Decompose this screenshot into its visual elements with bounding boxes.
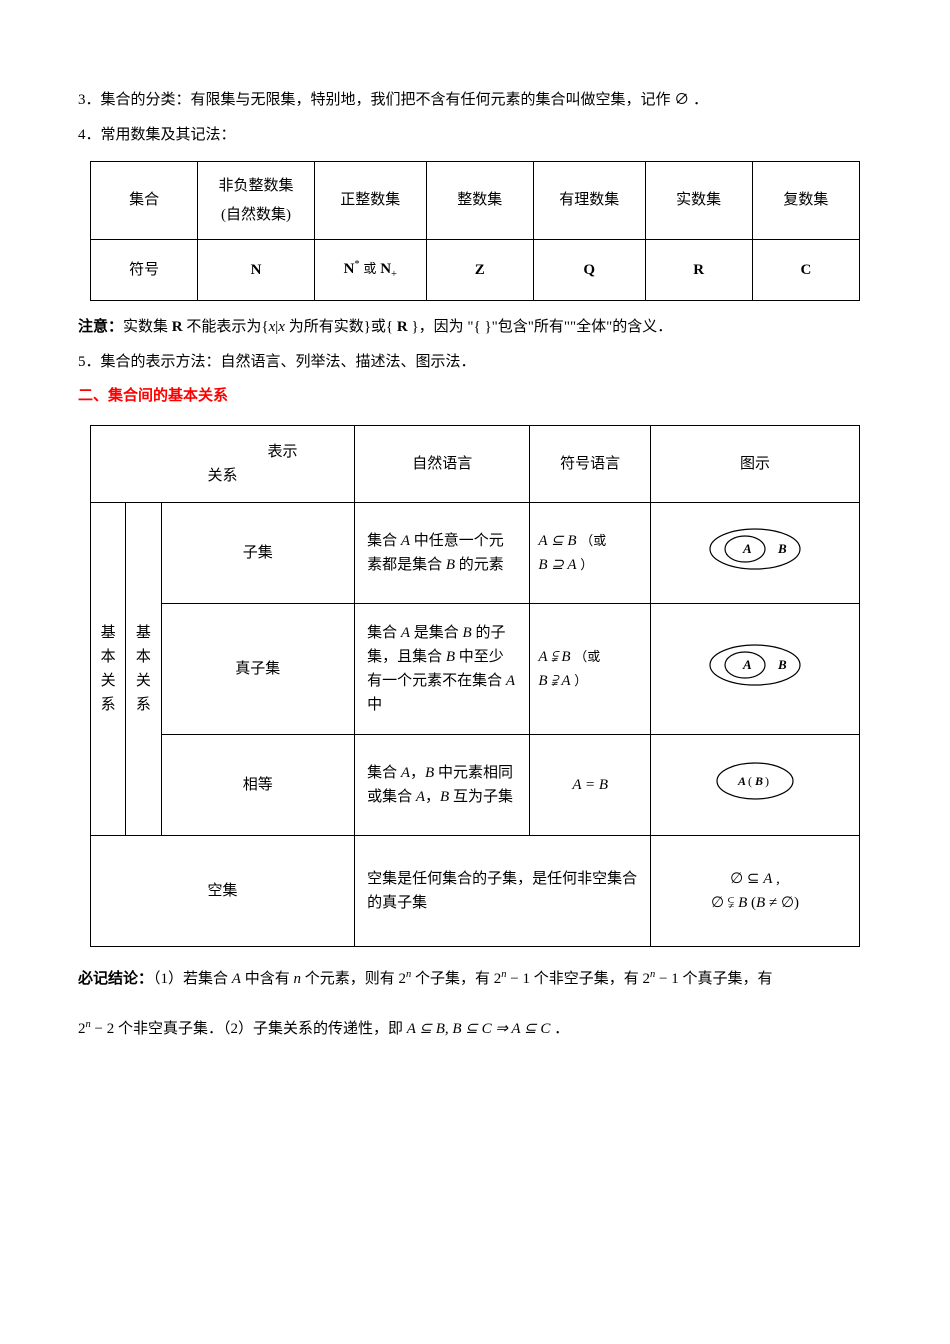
svg-text:B: B: [754, 774, 763, 788]
t2-vert-basic1: 基本关系: [91, 502, 126, 835]
t2-subset-diag: A B: [650, 502, 859, 603]
number-sets-table: 集合 非负整数集(自然数集) 正整数集 整数集 有理数集 实数集 复数集 符号 …: [90, 161, 860, 301]
conclusion-2: 2n − 2 个非空真子集．（2）子集关系的传递性，即 A ⊆ B, B ⊆ C…: [78, 1015, 872, 1044]
t1-sym-c: C: [752, 240, 859, 301]
t1-h-complex: 复数集: [752, 162, 859, 240]
t2-eq-sym: A = B: [530, 734, 651, 835]
t1-sym-r: R: [645, 240, 752, 301]
t2-h-diag: 图示: [650, 425, 859, 502]
t1-sym-n: N: [198, 240, 315, 301]
relations-table: 表示 关系 自然语言 符号语言 图示 基本关系 基本关系 子集 集合 A 中任意…: [90, 425, 860, 947]
svg-text:A: A: [742, 657, 752, 672]
t2-subset-lang: 集合 A 中任意一个元素都是集合 B 的元素: [355, 502, 530, 603]
t1-sym-z: Z: [426, 240, 533, 301]
t2-h-sym: 符号语言: [530, 425, 651, 502]
svg-text:): ): [765, 774, 769, 788]
t1-h-set: 集合: [91, 162, 198, 240]
venn-subset-icon: A B: [700, 524, 810, 574]
t2-proper-diag: A B: [650, 603, 859, 734]
svg-text:B: B: [777, 541, 787, 556]
t2-proper-name: 真子集: [161, 603, 355, 734]
t1-h-rat: 有理数集: [533, 162, 645, 240]
t2-eq-name: 相等: [161, 734, 355, 835]
t1-sym-label: 符号: [91, 240, 198, 301]
t2-empty-name: 空集: [91, 835, 355, 946]
note-paragraph: 注意：实数集 R 不能表示为{x|x 为所有实数}或{ R }，因为 "{ }"…: [78, 313, 872, 342]
t2-proper-sym: A ⫋ B （或 B ⫌ A ）: [530, 603, 651, 734]
svg-text:A: A: [742, 541, 752, 556]
t1-h-int: 整数集: [426, 162, 533, 240]
paragraph-5: 5．集合的表示方法：自然语言、列举法、描述法、图示法．: [78, 348, 872, 377]
t2-proper-lang: 集合 A 是集合 B 的子集，且集合 B 中至少有一个元素不在集合 A 中: [355, 603, 530, 734]
t1-sym-q: Q: [533, 240, 645, 301]
t2-empty-sym: ∅ ⊆ A , ∅ ⫋ B (B ≠ ∅): [650, 835, 859, 946]
paragraph-4: 4．常用数集及其记法：: [78, 121, 872, 150]
note-label: 注意：: [78, 318, 123, 335]
t1-h-nat: 非负整数集(自然数集): [198, 162, 315, 240]
t2-vert-basic2: 基本关系: [126, 502, 161, 835]
paragraph-3: 3．集合的分类：有限集与无限集，特别地，我们把不含有任何元素的集合叫做空集，记作…: [78, 86, 872, 115]
t1-sym-nstar: N* 或 N+: [314, 240, 426, 301]
t2-subset-sym: A ⊆ B （或 B ⊇ A ）: [530, 502, 651, 603]
conclusion-1: 必记结论：（1）若集合 A 中含有 n 个元素，则有 2n 个子集，有 2n −…: [78, 965, 872, 994]
t2-empty-lang: 空集是任何集合的子集，是任何非空集合的真子集: [355, 835, 651, 946]
venn-eq-icon: A ( B ): [700, 756, 810, 806]
t2-eq-lang: 集合 A，B 中元素相同或集合 A，B 互为子集: [355, 734, 530, 835]
t2-subset-name: 子集: [161, 502, 355, 603]
conclusion-label: 必记结论：: [78, 970, 153, 987]
t2-eq-diag: A ( B ): [650, 734, 859, 835]
svg-text:A: A: [737, 774, 746, 788]
t1-h-real: 实数集: [645, 162, 752, 240]
svg-text:(: (: [748, 774, 752, 788]
t1-h-posint: 正整数集: [314, 162, 426, 240]
section-2-title: 二、集合间的基本关系: [78, 382, 872, 411]
venn-proper-icon: A B: [700, 640, 810, 690]
svg-text:B: B: [777, 657, 787, 672]
t2-h-rel: 表示 关系: [91, 425, 355, 502]
